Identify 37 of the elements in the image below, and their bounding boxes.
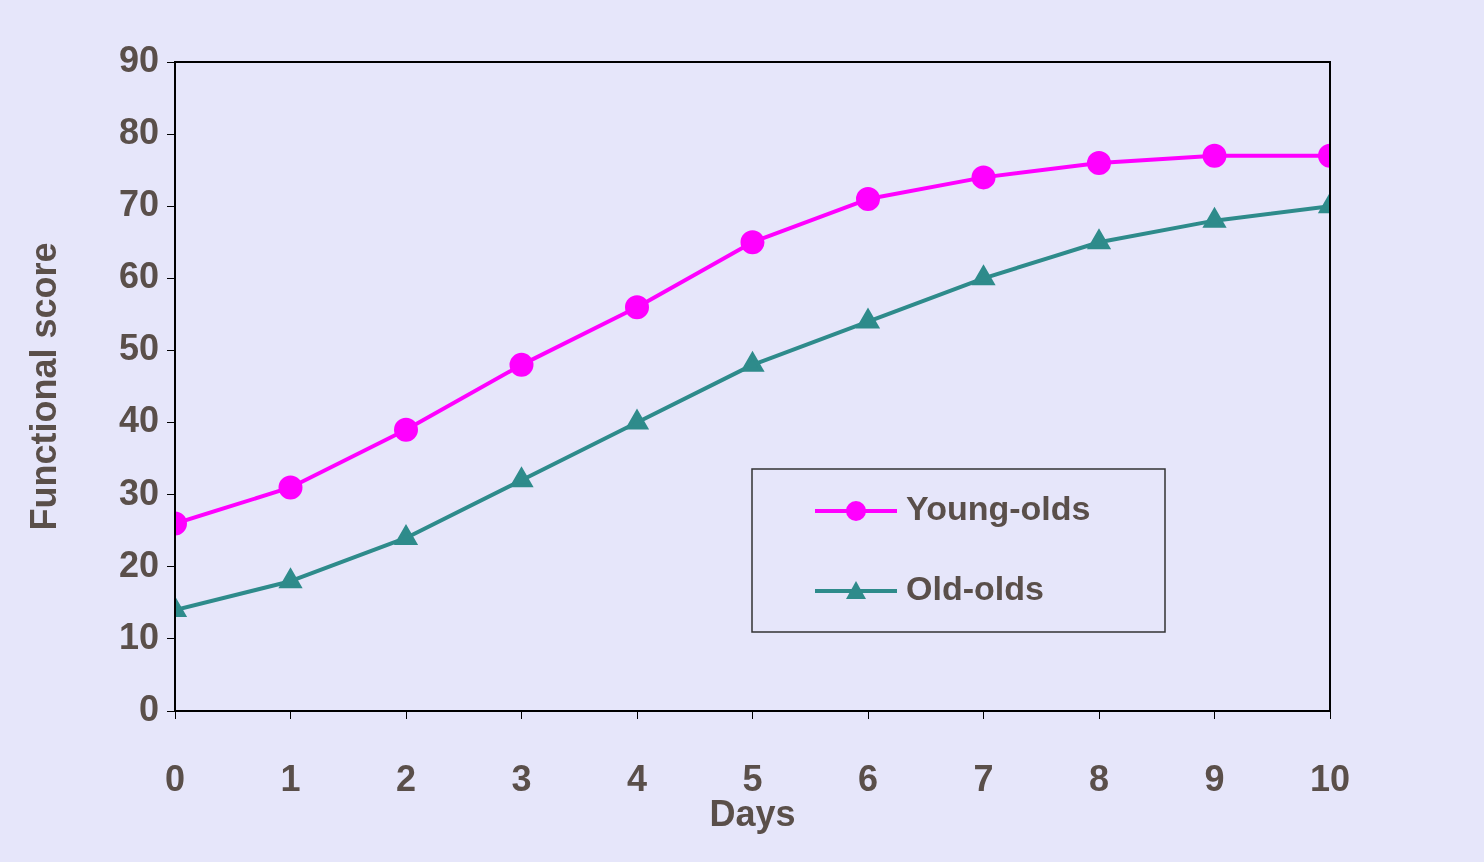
- point: [971, 165, 996, 190]
- x-tick-label: 7: [973, 757, 994, 799]
- point: [625, 295, 649, 320]
- point: [856, 187, 880, 212]
- y-tick-label: 10: [118, 615, 159, 657]
- point: [279, 569, 302, 589]
- x-tick-label: 8: [1088, 757, 1110, 799]
- y-tick-label: 90: [118, 38, 159, 80]
- y-tick-label: 20: [118, 543, 159, 585]
- y-axis-title: Functional score: [22, 242, 64, 531]
- point: [394, 417, 418, 442]
- point: [972, 266, 995, 286]
- y-tick-label: 50: [118, 327, 159, 369]
- point: [740, 230, 765, 255]
- x-tick-label: 6: [857, 757, 879, 799]
- x-tick-label: 1: [280, 757, 301, 799]
- x-tick-label: 9: [1204, 757, 1225, 799]
- point: [1088, 230, 1110, 250]
- x-tick-label: 10: [1309, 757, 1351, 799]
- y-tick-label: 30: [118, 471, 159, 513]
- point: [1087, 150, 1111, 175]
- legend-label: Old-olds: [906, 569, 1044, 608]
- point: [509, 352, 534, 377]
- point: [510, 468, 533, 488]
- point: [1202, 143, 1227, 168]
- y-tick-label: 60: [118, 255, 159, 297]
- point: [395, 525, 417, 545]
- x-tick-label: 3: [511, 757, 532, 799]
- x-tick-label: 2: [395, 757, 417, 799]
- y-tick-label: 0: [138, 687, 159, 729]
- y-tick-label: 40: [118, 399, 159, 441]
- y-tick-label: 80: [118, 111, 159, 153]
- legend-label: Young-olds: [906, 489, 1091, 528]
- point: [278, 475, 303, 500]
- x-tick-label: 4: [626, 757, 648, 799]
- x-tick-label: 0: [164, 757, 186, 799]
- y-tick-label: 70: [118, 183, 159, 225]
